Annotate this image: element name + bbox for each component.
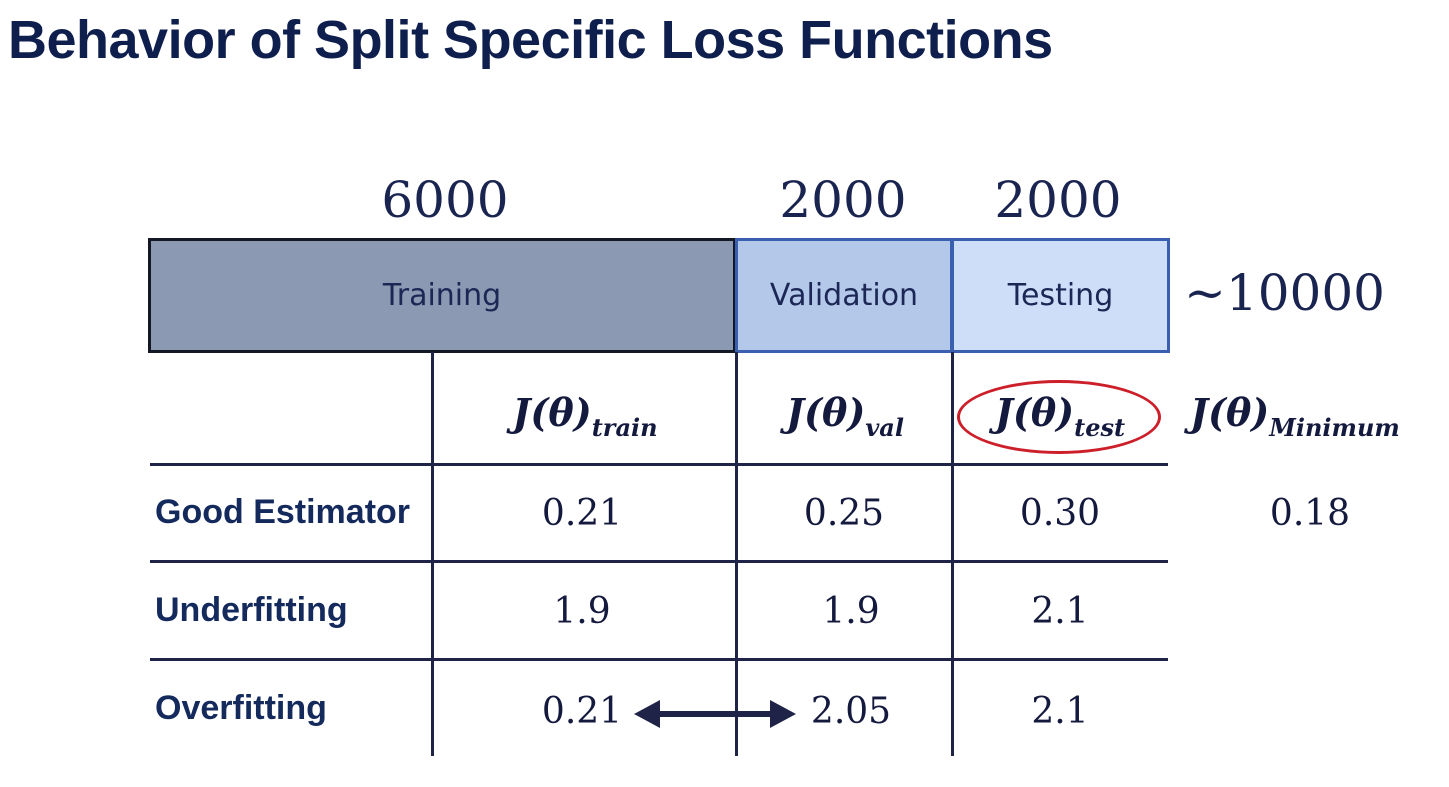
header-j-train: J(θ)train xyxy=(440,390,730,450)
header-j-minimum: J(θ)Minimum xyxy=(1190,390,1440,450)
row-label-overfitting: Overfitting xyxy=(155,689,327,727)
j-symbol: J(θ) xyxy=(512,390,592,435)
cell-under-train: 1.9 xyxy=(553,591,611,632)
validation-label: Validation xyxy=(769,278,919,313)
test-count: 2000 xyxy=(994,171,1122,229)
train-count: 6000 xyxy=(381,171,509,229)
j-symbol: J(θ) xyxy=(1190,390,1270,435)
double-arrow-icon xyxy=(634,700,796,728)
val-count: 2000 xyxy=(779,171,907,229)
cell-good-val: 0.25 xyxy=(803,493,885,534)
cell-under-test: 2.1 xyxy=(1031,591,1089,632)
j-subscript: Minimum xyxy=(1269,413,1400,442)
row-label-underfitting: Underfitting xyxy=(155,591,348,629)
grid-vline-1 xyxy=(431,352,434,756)
j-symbol: J(θ) xyxy=(786,390,866,435)
grid-vline-3 xyxy=(951,352,954,756)
grid-hline-3 xyxy=(150,658,1168,661)
total-count: ~10000 xyxy=(1184,264,1385,322)
cell-under-val: 1.9 xyxy=(822,591,880,632)
testing-split: Testing xyxy=(951,238,1170,353)
j-subscript: train xyxy=(591,413,658,442)
testing-label: Testing xyxy=(1007,278,1114,313)
j-subscript: val xyxy=(865,413,904,442)
slide-title: Behavior of Split Specific Loss Function… xyxy=(8,10,1053,70)
cell-good-train: 0.21 xyxy=(541,493,623,534)
grid-vline-2 xyxy=(735,352,738,756)
validation-split: Validation xyxy=(735,238,953,353)
cell-good-test: 0.30 xyxy=(1019,493,1101,534)
row-label-good-estimator: Good Estimator xyxy=(155,493,411,531)
cell-good-min: 0.18 xyxy=(1269,493,1351,534)
cell-over-val: 2.05 xyxy=(810,691,892,732)
test-highlight-oval xyxy=(957,380,1161,454)
grid-hline-1 xyxy=(150,463,1168,466)
cell-over-test: 2.1 xyxy=(1031,691,1089,732)
header-j-val: J(θ)val xyxy=(740,390,950,450)
cell-over-train: 0.21 xyxy=(541,691,623,732)
training-split: Training xyxy=(148,238,736,353)
grid-hline-2 xyxy=(150,560,1168,563)
training-label: Training xyxy=(382,278,502,313)
